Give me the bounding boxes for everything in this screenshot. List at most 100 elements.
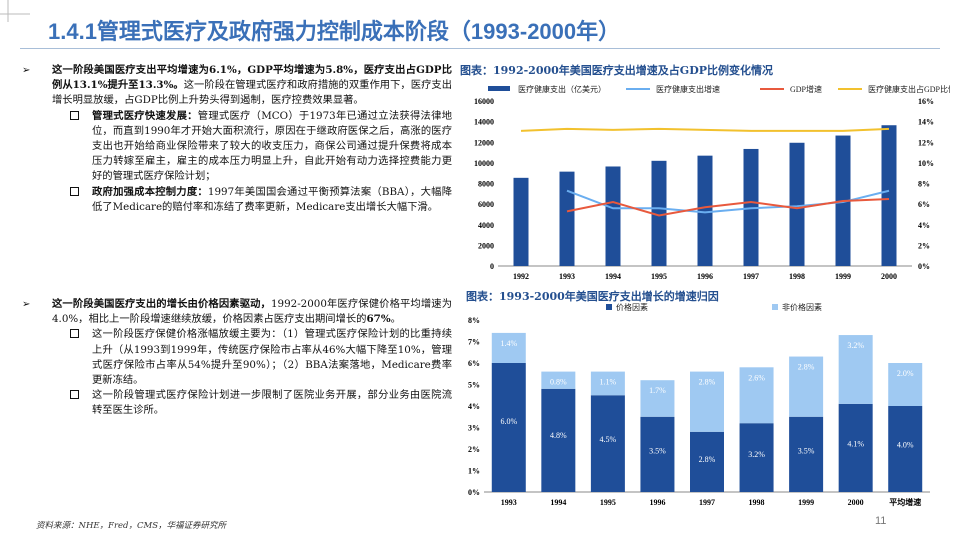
square-bullet-icon <box>70 109 92 120</box>
stacked-bar-segment <box>838 403 873 492</box>
legend-swatch <box>488 86 510 91</box>
y-tick-left: 6000 <box>478 200 494 209</box>
x-tick-label: 1996 <box>697 272 713 281</box>
y-tick-right: 4% <box>918 221 930 230</box>
title-divider <box>20 48 940 49</box>
y-tick: 0% <box>468 488 480 497</box>
data-label: 3.5% <box>798 447 815 456</box>
bullet-heading: 这一阶段美国医疗支出平均增速为6.1%，GDP平均增速为5.8%，医疗支出占GD… <box>52 64 452 92</box>
stacked-bar-segment <box>590 395 625 492</box>
arrow-bullet-icon: ➢ <box>22 299 31 310</box>
x-tick-label: 1995 <box>651 272 667 281</box>
data-label: 0.8% <box>550 378 567 387</box>
sub-bullet-item: 这一阶段管理式医疗保险计划进一步限制了医院业务开展，部分业务由医院流转至医生诊所… <box>22 388 452 418</box>
data-label: 2.0% <box>897 369 914 378</box>
x-tick-label: 平均增速 <box>889 497 921 507</box>
stacked-bar-segment <box>838 335 873 404</box>
stacked-bar-segment <box>491 363 526 492</box>
data-label: 3.2% <box>748 450 765 459</box>
sub-body: 管理式医疗（MCO）于1973年已通过立法获得法律地位，而直到1990年才开始大… <box>92 109 452 183</box>
square-bullet-icon <box>70 388 92 400</box>
y-tick-right: 12% <box>918 138 934 147</box>
legend-label: 非价格因素 <box>782 302 822 312</box>
legend-label: 价格因素 <box>616 302 648 312</box>
square-bullet-icon <box>70 327 92 339</box>
stacked-bar-segment <box>640 416 675 492</box>
stacked-bar-segment <box>541 371 576 389</box>
x-tick-label: 1994 <box>605 272 621 281</box>
chart1-title: 图表：1992-2000年美国医疗支出增速及占GDP比例变化情况 <box>460 64 773 77</box>
stacked-bar-segment <box>789 416 824 492</box>
page-number: 11 <box>875 515 887 527</box>
bar <box>513 177 529 266</box>
stacked-bar-segment <box>789 356 824 417</box>
bullet-item: ➢ 这一阶段美国医疗支出的增长由价格因素驱动，1992-2000年医疗保健价格平… <box>22 298 453 326</box>
data-label: 2.8% <box>699 455 716 464</box>
sub-body: 1997年美国国会通过平衡预算法案（BBA），大幅降低了Medicare的赔付率… <box>92 185 453 213</box>
chart2-stacked-bar-chart: 价格因素 非价格因素 0% 1% 2% 3% 4% 5% 6% 7% 8% 6.0% 1.4% 1993 4… <box>468 302 930 507</box>
y-tick-left: 10000 <box>474 159 494 168</box>
stacked-bar-segment <box>739 367 774 424</box>
y-tick-right: 6% <box>918 200 930 209</box>
data-label: 2.6% <box>748 373 765 382</box>
bullet-heading: 这一阶段美国医疗支出的增长由价格因素驱动， <box>52 298 271 310</box>
sub-bullet-item: 这一阶段医疗保健价格涨幅放缓主要为：（1）管理式医疗保险计划的比重持续上升（从1… <box>22 327 452 388</box>
sub-body: 这一阶段管理式医疗保险计划进一步限制了医院业务开展，部分业务由医院流转至医生诊所… <box>92 389 452 417</box>
data-label: 4.0% <box>897 441 914 450</box>
x-tick-label: 1997 <box>743 272 759 281</box>
y-tick-left: 0 <box>490 262 494 271</box>
x-tick-label: 1998 <box>789 272 805 281</box>
data-label: 4.1% <box>847 440 864 449</box>
arrow-bullet-icon: ➢ <box>22 65 31 76</box>
series-line <box>566 197 890 217</box>
chart1-combo-chart: 医疗健康支出（亿美元） 医疗健康支出增速 GDP增速 医疗健康支出占GDP比例 0 200… <box>474 84 950 281</box>
x-tick-label: 1992 <box>513 272 529 281</box>
data-label: 1.4% <box>500 339 517 348</box>
y-tick-right: 16% <box>918 97 934 106</box>
data-label: 3.5% <box>649 447 666 456</box>
data-label: 4.5% <box>600 435 617 444</box>
bar <box>605 166 621 266</box>
stacked-bar-segment <box>491 332 526 363</box>
sub-heading: 管理式医疗快速发展： <box>92 109 198 122</box>
x-tick-label: 1999 <box>835 272 851 281</box>
y-tick-left: 8000 <box>478 180 494 189</box>
data-label: 3.2% <box>847 341 864 350</box>
x-tick-label: 1998 <box>749 498 765 507</box>
data-label: 1.1% <box>600 378 617 387</box>
bar <box>789 142 805 266</box>
legend-swatch <box>606 304 612 310</box>
bar <box>697 155 713 266</box>
y-tick-left: 16000 <box>474 97 494 106</box>
y-tick-right: 14% <box>918 118 934 127</box>
page-title: 1.4.1管理式医疗及政府强力控制成本阶段（1993-2000年） <box>48 19 621 44</box>
data-label: 1.7% <box>649 386 666 395</box>
x-tick-label: 1999 <box>798 498 814 507</box>
sub-bullet-item: 管理式医疗快速发展：管理式医疗（MCO）于1973年已通过立法获得法律地位，而直… <box>22 109 452 185</box>
y-tick: 8% <box>468 316 480 325</box>
x-tick-label: 2000 <box>881 272 897 281</box>
y-tick-right: 8% <box>918 180 930 189</box>
bar <box>881 125 897 266</box>
stacked-bar-segment <box>690 371 724 432</box>
y-tick-left: 12000 <box>474 138 494 147</box>
sub-heading: 政府加强成本控制力度： <box>92 185 208 198</box>
x-tick-label: 1996 <box>649 498 665 507</box>
stacked-bar-segment <box>888 363 923 406</box>
y-tick: 4% <box>468 402 480 411</box>
x-tick-label: 1995 <box>600 498 616 507</box>
stacked-bar-segment <box>590 371 625 396</box>
text-block-2: ➢ 这一阶段美国医疗支出的增长由价格因素驱动，1992-2000年医疗保健价格平… <box>22 297 452 419</box>
stacked-bar-segment <box>541 388 576 492</box>
x-tick-label: 1997 <box>699 498 715 507</box>
y-tick-left: 2000 <box>478 241 494 250</box>
x-tick-label: 1994 <box>550 498 566 507</box>
stacked-bar-segment <box>690 431 724 492</box>
legend-label: 医疗健康支出增速 <box>656 84 720 94</box>
text-block-1: ➢ 这一阶段美国医疗支出平均增速为6.1%，GDP平均增速为5.8%，医疗支出占… <box>22 63 452 215</box>
legend-label: GDP增速 <box>790 84 822 94</box>
x-tick-label: 1993 <box>559 272 575 281</box>
y-tick-right: 10% <box>918 159 934 168</box>
y-tick: 6% <box>468 359 480 368</box>
bullet-item: ➢ 这一阶段美国医疗支出平均增速为6.1%，GDP平均增速为5.8%，医疗支出占… <box>22 63 452 109</box>
